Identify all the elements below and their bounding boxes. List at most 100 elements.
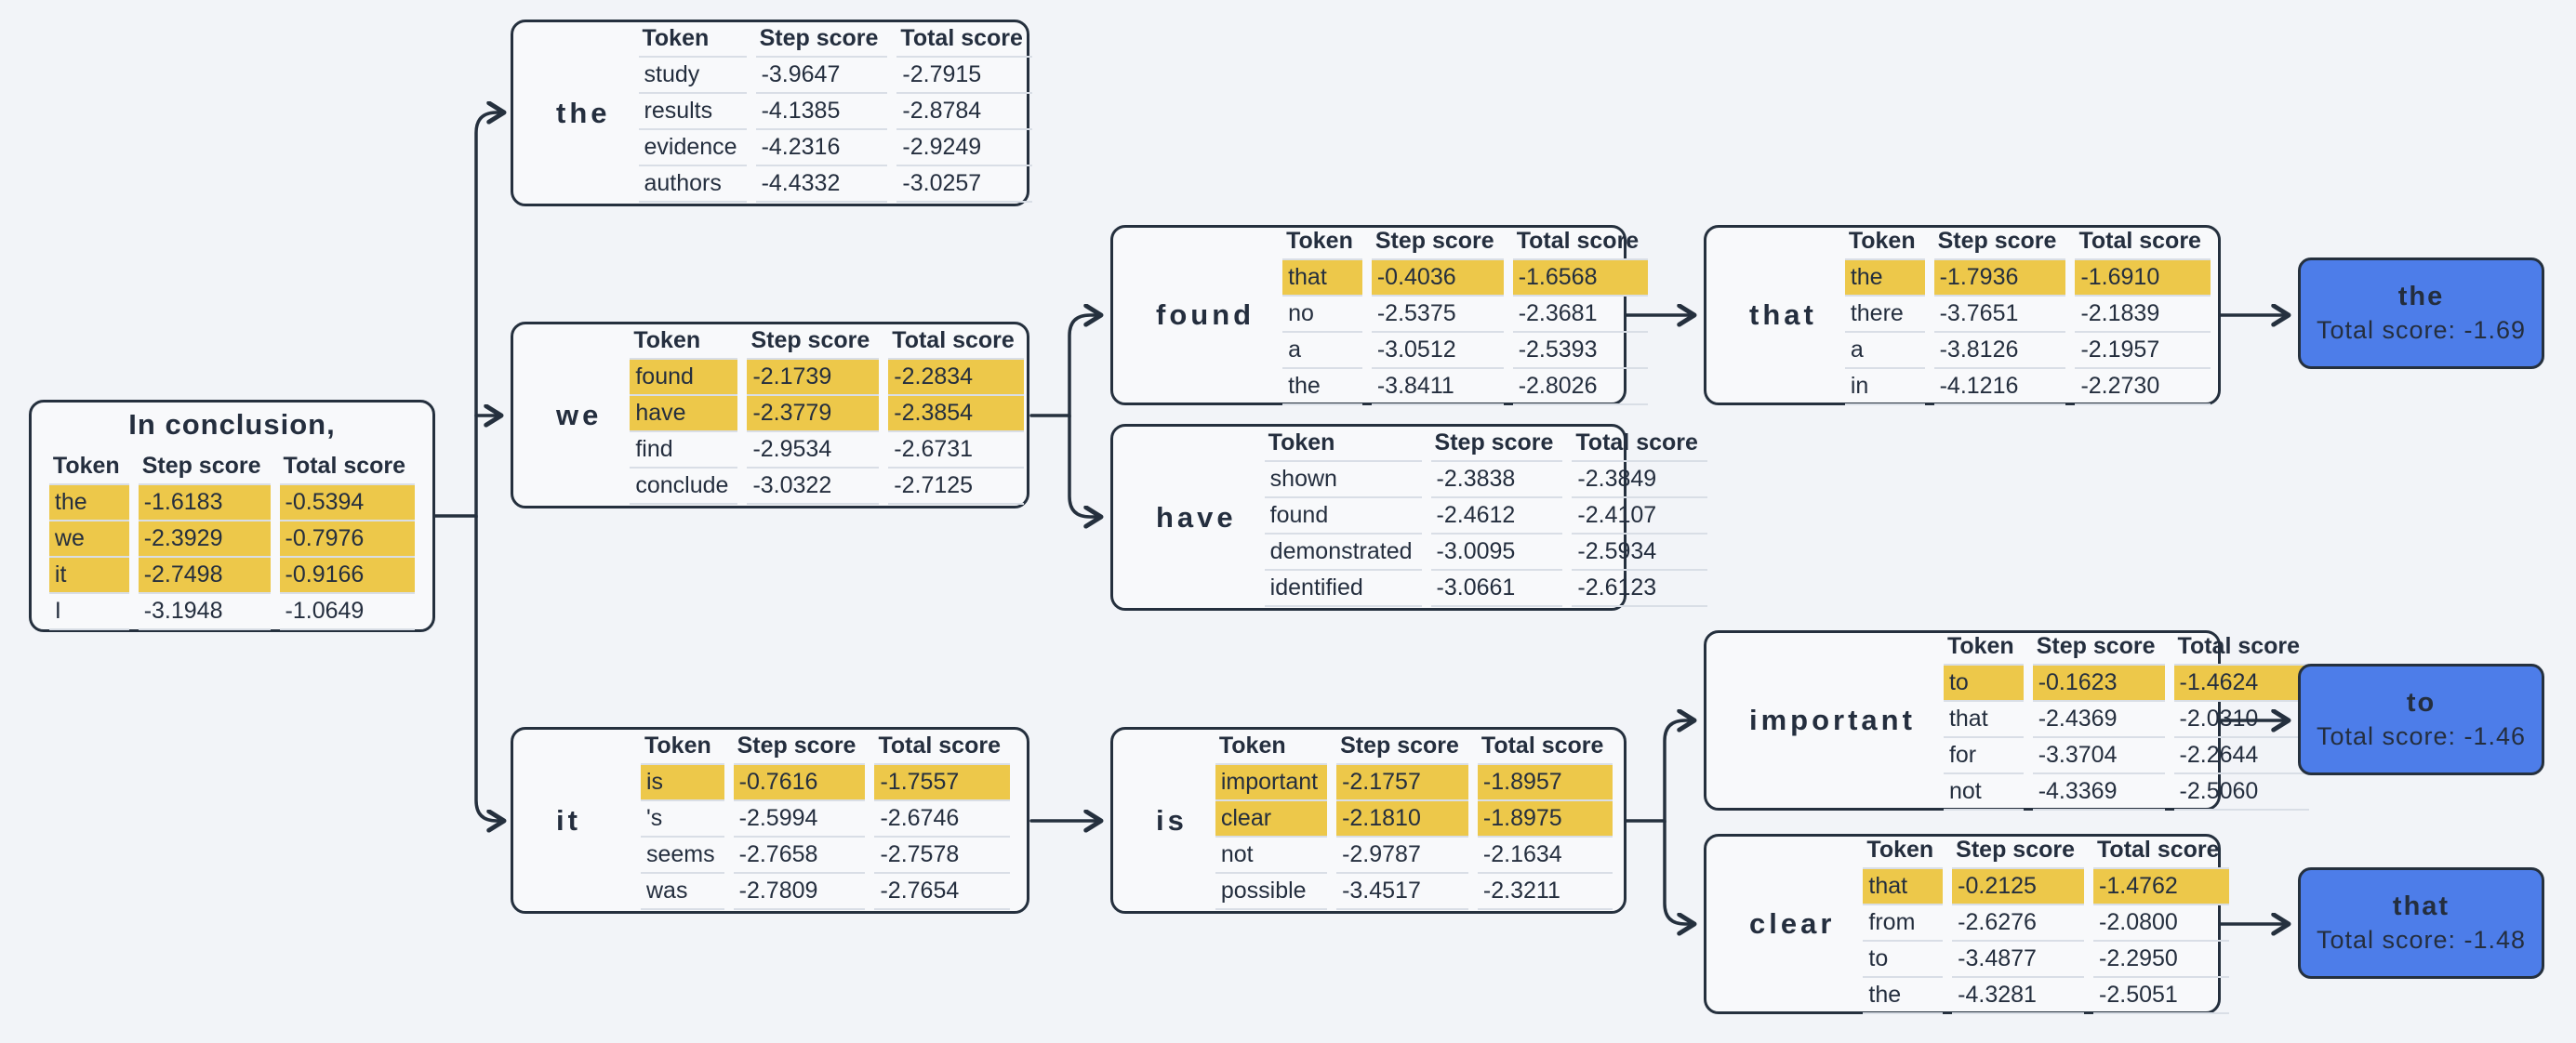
token-row: the -3.8411 -2.8026: [1282, 369, 1649, 405]
col-header-token: Token: [1844, 226, 1925, 260]
col-header-step: Step score: [138, 451, 271, 485]
cell-step: -2.7658: [733, 838, 866, 874]
cell-token: find: [630, 432, 738, 469]
cell-token: authors: [638, 166, 747, 203]
cell-token: the: [48, 484, 129, 522]
token-row: we -2.3929 -0.7976: [48, 521, 416, 558]
col-header-token: Token: [1943, 631, 2024, 666]
edge-we-found: [1029, 315, 1099, 417]
cell-step: -2.4612: [1430, 498, 1563, 535]
cell-step: -1.6183: [138, 484, 271, 522]
node-label: the: [556, 96, 611, 129]
token-row: that -0.2125 -1.4762: [1863, 868, 2229, 905]
cell-token: a: [1282, 333, 1362, 369]
cell-step: -2.3779: [747, 396, 880, 432]
cell-token: that: [1943, 702, 2024, 738]
cell-total: -2.2950: [2093, 942, 2229, 978]
token-row: I -3.1948 -1.0649: [48, 594, 416, 630]
col-header-total: Total score: [896, 23, 1032, 58]
col-header-step: Step score: [1933, 226, 2066, 260]
cell-total: -2.7578: [874, 838, 1010, 874]
token-row: found -2.1739 -2.2834: [630, 360, 1024, 396]
token-row: for -3.3704 -2.2644: [1943, 738, 2310, 774]
cell-step: -3.4877: [1952, 942, 2085, 978]
col-header-total: Total score: [874, 731, 1010, 765]
node-title: In conclusion,: [128, 407, 336, 441]
cell-step: -2.5375: [1371, 297, 1504, 333]
cell-total: -2.2644: [2173, 738, 2310, 774]
cell-step: -2.3838: [1430, 462, 1563, 498]
cell-total: -1.7557: [874, 765, 1010, 801]
token-row: to -3.4877 -2.2950: [1863, 942, 2229, 978]
cell-step: -4.1385: [755, 94, 888, 130]
cell-total: -2.6746: [874, 801, 1010, 838]
node-label: have: [1156, 500, 1237, 534]
cell-step: -4.3369: [2032, 774, 2165, 811]
cell-step: -0.4036: [1371, 259, 1504, 297]
token-row: clear -2.1810 -1.8975: [1215, 801, 1613, 838]
cell-total: -1.6910: [2075, 259, 2211, 297]
token-row: not -2.9787 -2.1634: [1215, 838, 1613, 874]
col-header-token: Token: [1863, 835, 1944, 869]
final-total-score: Total score: -1.46: [2316, 722, 2527, 750]
cell-step: -2.9787: [1336, 838, 1468, 874]
cell-token: was: [640, 874, 724, 910]
cell-token: in: [1844, 369, 1925, 405]
col-header-total: Total score: [1512, 226, 1649, 260]
cell-step: -2.1739: [747, 360, 880, 396]
cell-total: -1.8975: [1477, 801, 1613, 838]
node-important: important Token Step score Total score t…: [1704, 630, 2310, 811]
cell-total: -2.1839: [2075, 297, 2211, 333]
token-table: Token Step score Total score shown -2.383…: [1255, 428, 1717, 607]
cell-total: -1.0649: [279, 594, 416, 630]
token-table: Token Step score Total score that -0.2125…: [1853, 835, 2237, 1014]
cell-total: -2.1634: [1477, 838, 1613, 874]
cell-total: -2.4107: [1572, 498, 1707, 535]
token-row: there -3.7651 -2.1839: [1844, 297, 2211, 333]
cell-total: -0.9166: [279, 557, 416, 594]
token-table: Token Step score Total score is -0.7616 -1…: [631, 731, 1019, 910]
cell-total: -2.5393: [1512, 333, 1649, 369]
token-row: found -2.4612 -2.4107: [1264, 498, 1707, 535]
edge-is-important: [1625, 720, 1693, 823]
cell-step: -2.1757: [1336, 765, 1468, 801]
token-row: important -2.1757 -1.8957: [1215, 765, 1613, 801]
cell-token: not: [1215, 838, 1328, 874]
cell-step: -2.9534: [747, 432, 880, 469]
cell-total: -0.5394: [279, 484, 416, 522]
cell-token: not: [1943, 774, 2024, 811]
cell-token: that: [1863, 868, 1944, 905]
node-label: important: [1749, 704, 1916, 736]
cell-token: identified: [1264, 571, 1422, 607]
cell-total: -2.5934: [1572, 535, 1707, 571]
cell-token: found: [1264, 498, 1422, 535]
cell-token: is: [640, 765, 724, 801]
token-row: the -1.6183 -0.5394: [48, 484, 416, 522]
token-row: in -4.1216 -2.2730: [1844, 369, 2211, 405]
cell-total: -2.2834: [888, 360, 1024, 396]
cell-token: shown: [1264, 462, 1422, 498]
cell-token: the: [1282, 369, 1362, 405]
node-we: we Token Step score Total score found -2.…: [511, 322, 1029, 508]
token-row: is -0.7616 -1.7557: [640, 765, 1010, 801]
col-header-token: Token: [640, 731, 724, 765]
cell-token: the: [1863, 978, 1944, 1014]
col-header-step: Step score: [1952, 835, 2085, 869]
cell-step: -3.0322: [747, 469, 880, 505]
token-row: possible -3.4517 -2.3211: [1215, 874, 1613, 910]
cell-total: -2.3681: [1512, 297, 1649, 333]
token-row: a -3.8126 -2.1957: [1844, 333, 2211, 369]
edge-root-the: [433, 112, 502, 518]
node-have: have Token Step score Total score shown -…: [1110, 424, 1707, 611]
cell-step: -2.6276: [1952, 905, 2085, 942]
cell-step: -3.0512: [1371, 333, 1504, 369]
col-header-token: Token: [638, 23, 747, 58]
token-row: have -2.3779 -2.3854: [630, 396, 1024, 432]
node-clear: clear Token Step score Total score that -…: [1704, 834, 2229, 1014]
cell-total: -2.7125: [888, 469, 1024, 505]
node-that: that Token Step score Total score the -1.…: [1704, 225, 2221, 405]
token-row: the -4.3281 -2.5051: [1863, 978, 2229, 1014]
cell-step: -0.2125: [1952, 868, 2085, 905]
node-label: found: [1156, 298, 1255, 331]
